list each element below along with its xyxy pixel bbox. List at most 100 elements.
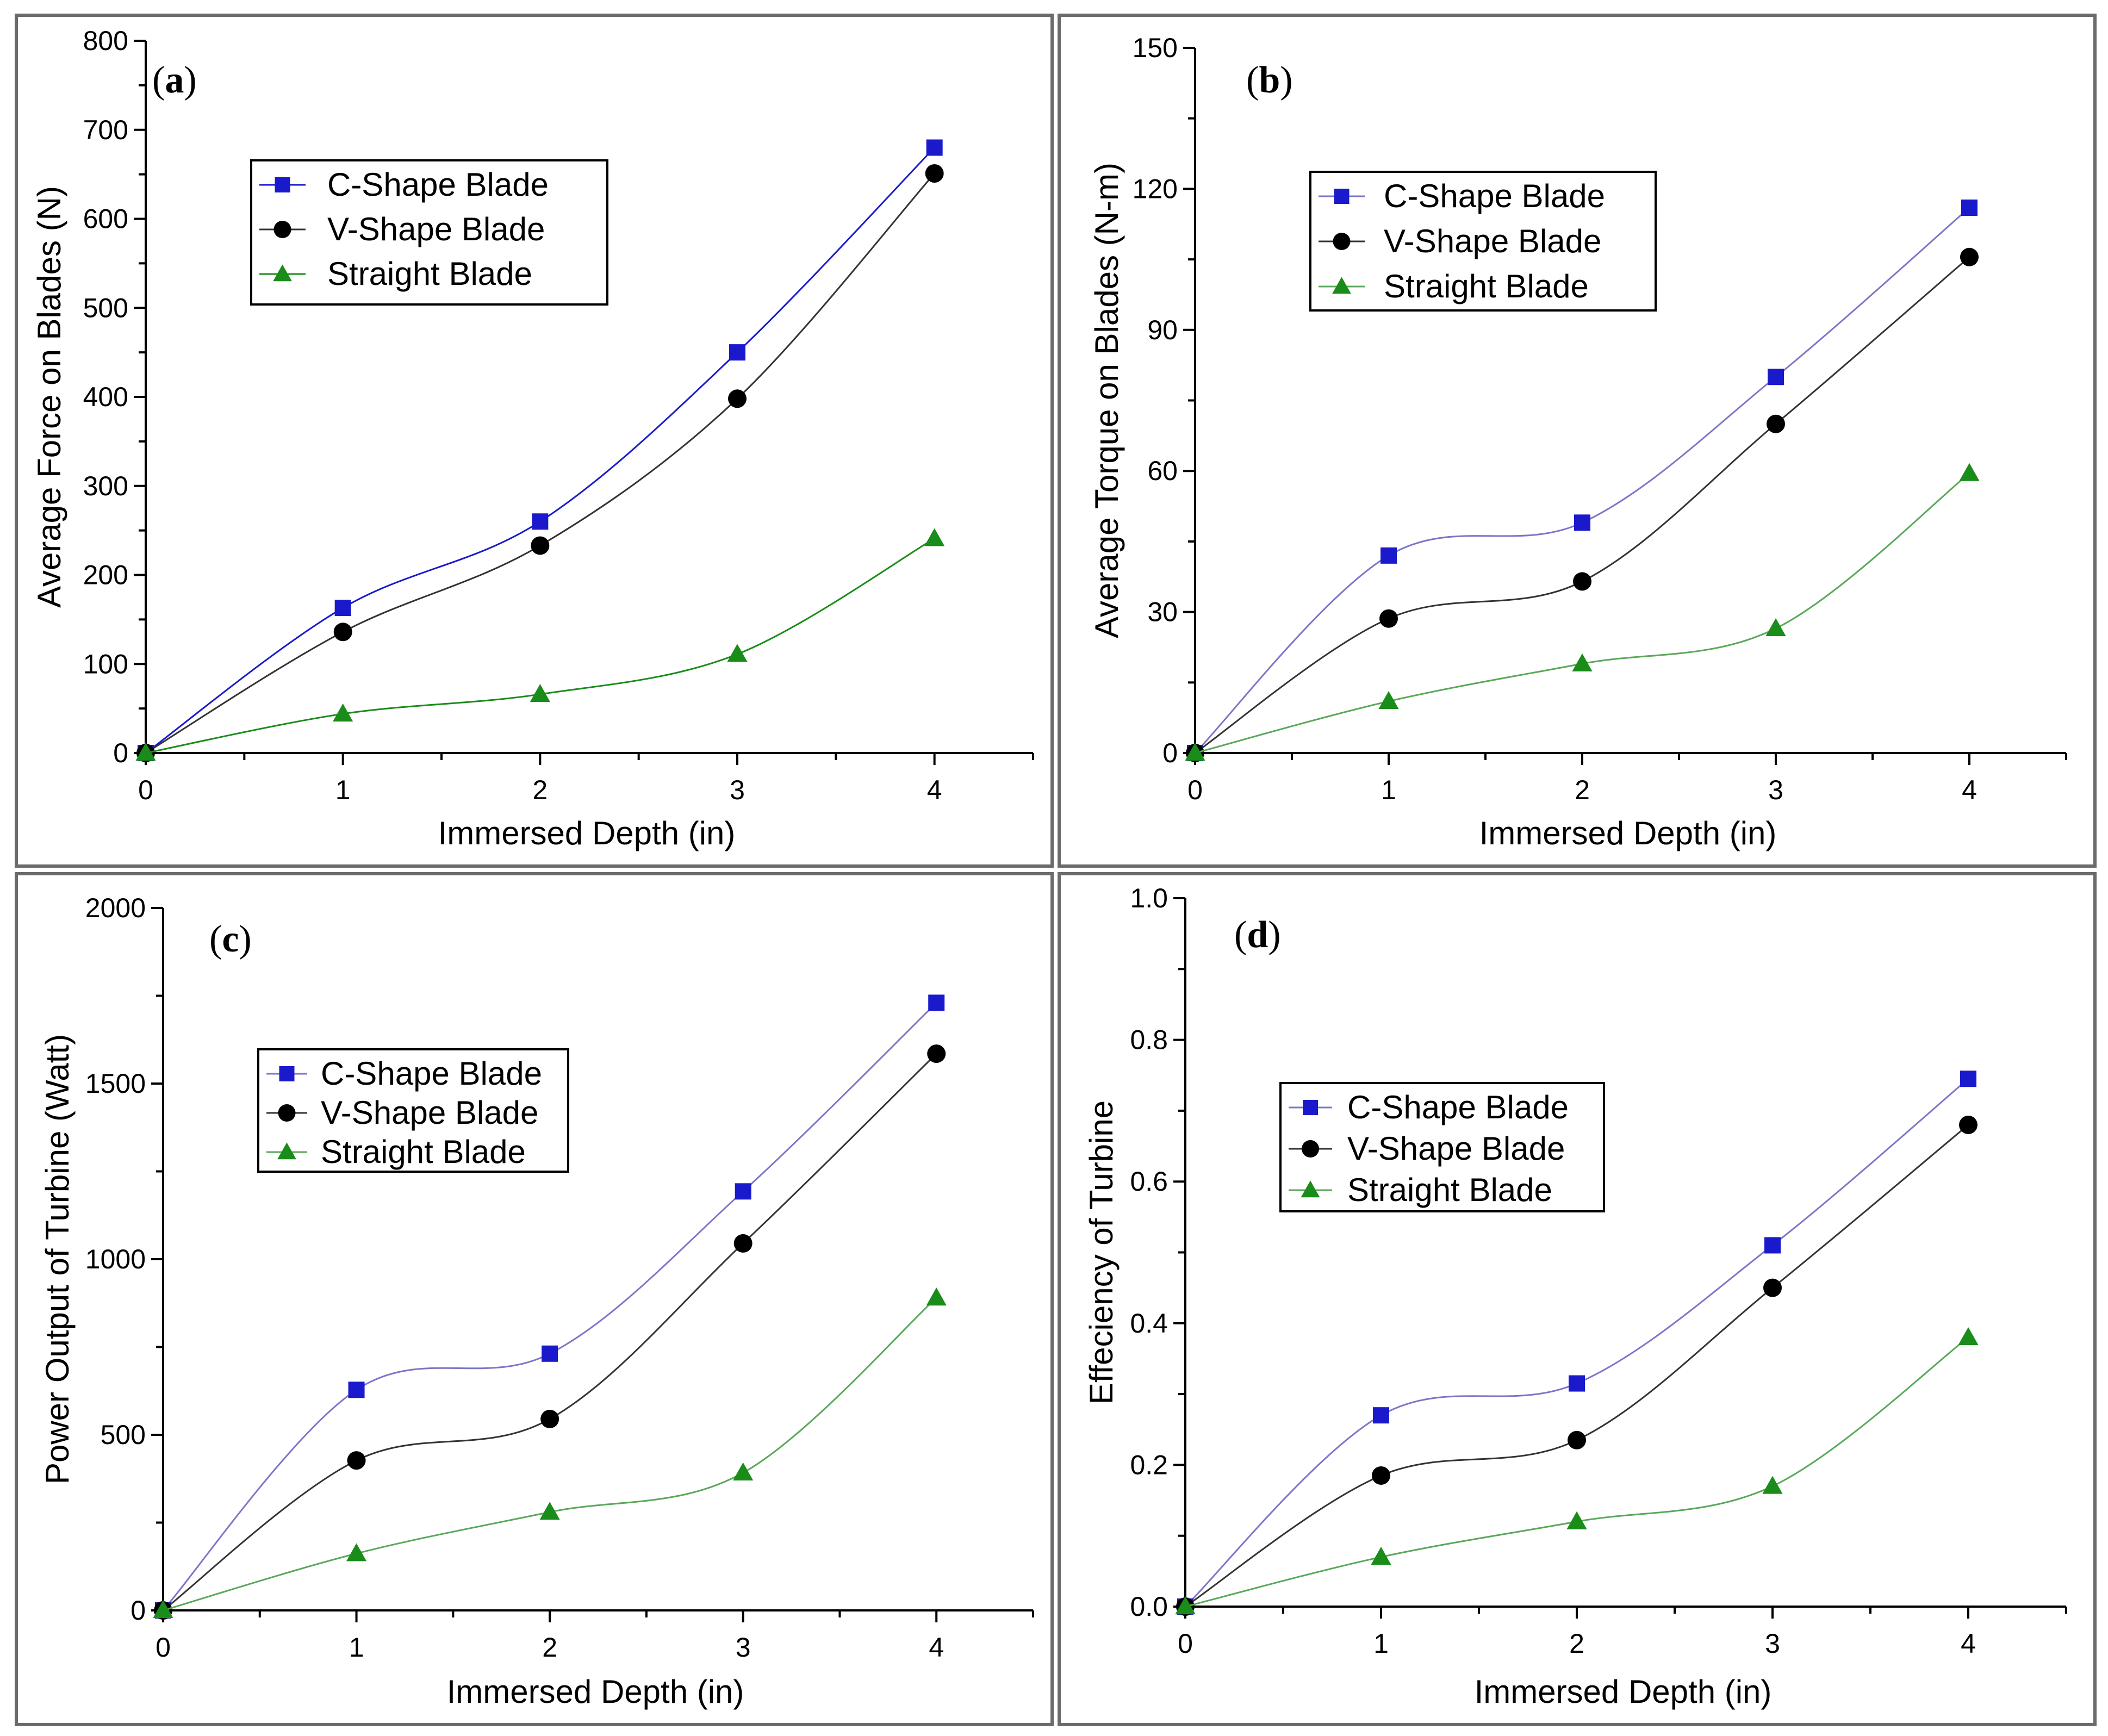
legend-marker [1334, 189, 1350, 204]
legend-box [1279, 1082, 1605, 1212]
y-tick-label: 60 [1147, 456, 1178, 486]
data-point [1573, 572, 1591, 591]
data-point [1767, 414, 1785, 433]
panel-tag-close: ) [1280, 59, 1292, 101]
data-point [1958, 1327, 1979, 1346]
data-point [531, 536, 550, 555]
y-tick-label: 0 [113, 738, 128, 768]
y-tick-label: 0.0 [1130, 1591, 1168, 1622]
data-point [924, 528, 945, 546]
x-tick-label: 1 [335, 775, 351, 805]
x-axis-title: Immersed Depth (in) [438, 815, 736, 851]
data-point [1572, 653, 1593, 671]
legend-label: Straight Blade [1384, 268, 1589, 304]
panel-tag: (c) [209, 918, 252, 960]
panel-tag-close: ) [1268, 914, 1280, 956]
data-point [728, 389, 747, 408]
x-tick-label: 0 [138, 775, 153, 805]
y-tick-label: 200 [83, 560, 128, 590]
data-point [1569, 1375, 1585, 1392]
legend-label: C-Shape Blade [327, 166, 549, 203]
y-tick-label: 1500 [85, 1068, 146, 1099]
data-point [1379, 609, 1398, 628]
series-v-shape-blade [154, 1044, 946, 1620]
data-point [333, 623, 352, 642]
data-point [540, 1409, 559, 1428]
data-point [1574, 514, 1590, 531]
panel-frame [15, 872, 1054, 1726]
series-straight-blade [135, 528, 945, 761]
x-tick-label: 0 [156, 1632, 171, 1663]
legend-label: Straight Blade [321, 1134, 526, 1170]
y-tick-label: 120 [1133, 173, 1178, 204]
legend-label: Straight Blade [1347, 1172, 1552, 1208]
series-line [163, 1053, 937, 1611]
y-tick-label: 500 [83, 293, 128, 323]
legend-box [257, 1048, 569, 1173]
y-tick-label: 90 [1147, 315, 1178, 345]
panel-tag-open: ( [152, 59, 165, 101]
data-point [1959, 1115, 1978, 1134]
y-axis-title: Average Force on Blades (N) [31, 186, 67, 608]
x-tick-label: 2 [542, 1632, 557, 1663]
panel-tag: (d) [1234, 914, 1281, 956]
legend-marker [1332, 277, 1351, 294]
x-tick-label: 4 [1962, 775, 1977, 805]
legend-marker [275, 177, 290, 192]
data-point [1762, 1476, 1783, 1494]
y-tick-label: 0 [130, 1595, 146, 1626]
data-point [153, 1600, 173, 1619]
panel-tag-letter: c [222, 918, 239, 960]
legend-marker [279, 1066, 295, 1081]
series-straight-blade [1175, 1327, 1979, 1615]
legend-label: C-Shape Blade [1384, 178, 1605, 214]
x-tick-label: 1 [1381, 775, 1396, 805]
x-tick-label: 3 [1768, 775, 1783, 805]
panel-tag-letter: a [165, 59, 184, 101]
data-point [334, 600, 351, 617]
data-point [926, 1287, 947, 1306]
legend-marker [273, 221, 291, 238]
data-point [928, 994, 945, 1011]
y-tick-label: 0.8 [1130, 1025, 1168, 1055]
data-point [926, 139, 943, 156]
data-point [735, 1183, 751, 1200]
x-tick-label: 0 [1187, 775, 1203, 805]
y-tick-label: 0 [1162, 738, 1178, 768]
data-point [1768, 369, 1784, 385]
panel-tag-letter: b [1259, 59, 1280, 101]
y-tick-label: 800 [83, 26, 128, 56]
panel-frame [15, 14, 1054, 868]
legend-marker [1303, 1100, 1318, 1115]
y-tick-label: 500 [101, 1420, 146, 1450]
x-axis-title: Immersed Depth (in) [1479, 815, 1777, 851]
x-tick-label: 0 [1178, 1628, 1193, 1659]
data-point [927, 1044, 946, 1063]
y-axis-title: Effeciency of Turbine [1083, 1100, 1120, 1404]
data-point [733, 1234, 753, 1253]
x-tick-label: 2 [1569, 1628, 1584, 1659]
y-tick-label: 0.6 [1130, 1166, 1168, 1197]
series-straight-blade [153, 1287, 947, 1619]
data-point [348, 1382, 365, 1398]
panel-a: 0 1 2 3 4 0 100 200 300 400 500 600 700 800 Immersed D… [15, 14, 1054, 868]
legend-label: V-Shape Blade [1384, 223, 1601, 259]
x-tick-label: 3 [1765, 1628, 1780, 1659]
x-tick-label: 1 [1373, 1628, 1389, 1659]
data-point [1373, 1407, 1389, 1424]
series-v-shape-blade [1176, 1115, 1978, 1616]
y-tick-label: 0.4 [1130, 1308, 1168, 1339]
data-point [1763, 1278, 1782, 1297]
data-point [925, 164, 944, 183]
data-point [1185, 743, 1205, 761]
panel-tag-close: ) [184, 59, 196, 101]
legend-label: C-Shape Blade [1347, 1089, 1569, 1125]
y-tick-label: 0.2 [1130, 1449, 1168, 1480]
panel-frame [1058, 872, 2097, 1726]
legend-marker [277, 1142, 296, 1160]
data-point [542, 1345, 558, 1362]
data-point [1961, 199, 1978, 216]
data-point [1764, 1237, 1781, 1254]
x-axis-title: Immersed Depth (in) [447, 1673, 744, 1710]
data-point [1765, 618, 1786, 637]
